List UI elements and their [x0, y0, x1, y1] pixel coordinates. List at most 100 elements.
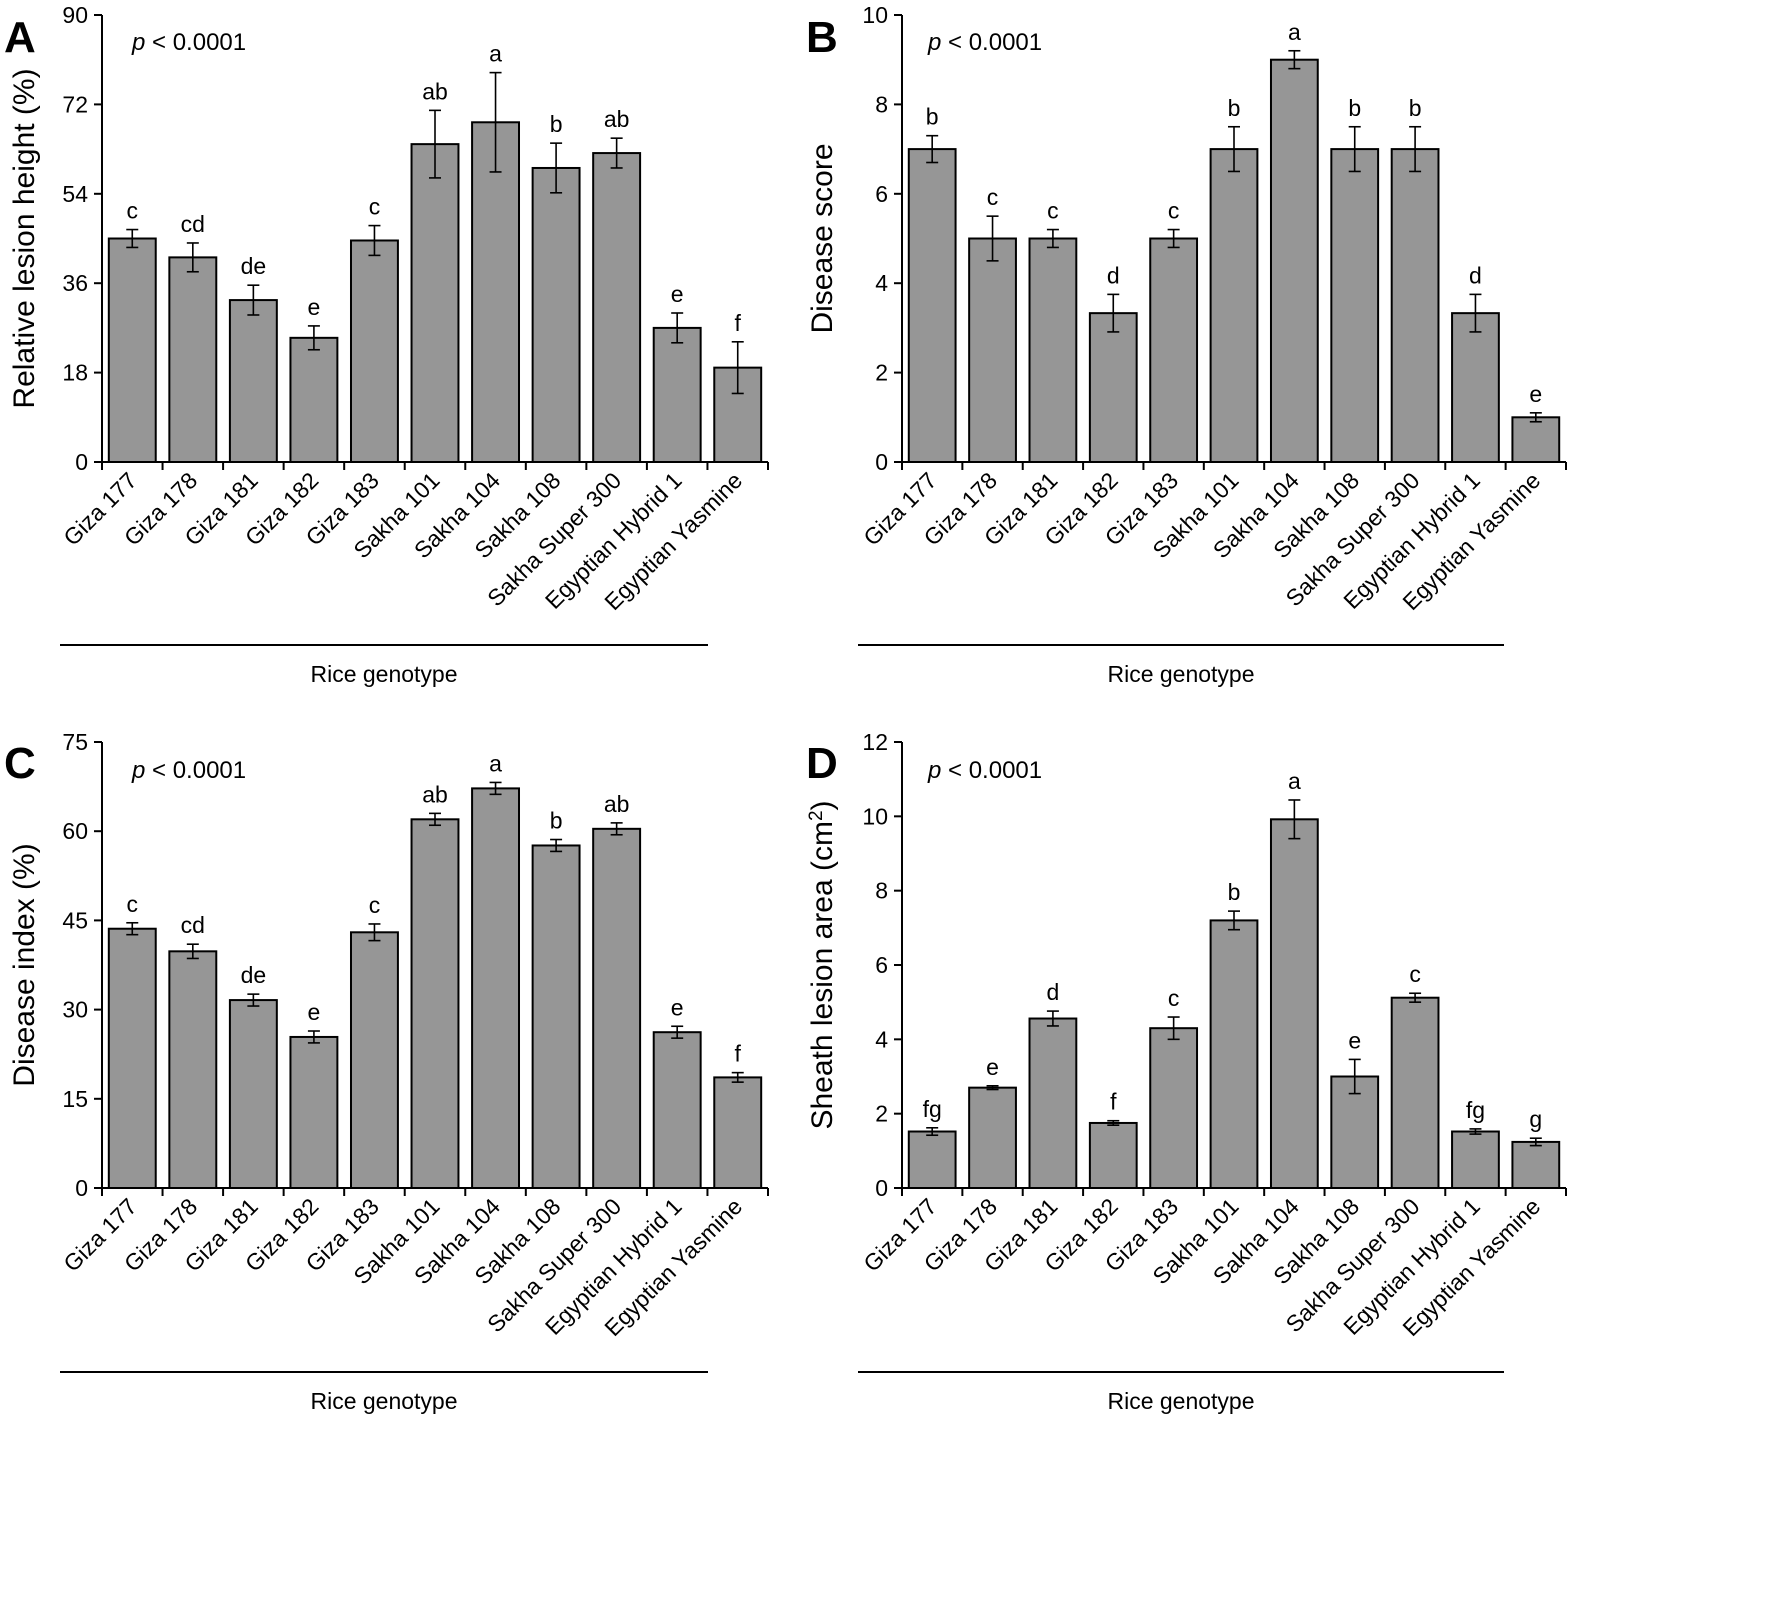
bar: [1511, 1140, 1561, 1189]
bar: [1088, 312, 1138, 463]
y-tick-label: 4: [875, 270, 888, 296]
bar: [652, 326, 702, 463]
y-tick-label: 2: [875, 360, 888, 386]
bar: [968, 237, 1017, 463]
y-tick-label: 0: [75, 449, 88, 475]
bar: [968, 1086, 1017, 1190]
bar: [471, 121, 521, 463]
y-tick-label: 8: [875, 878, 888, 904]
bar: [1330, 148, 1380, 463]
bar: [228, 299, 278, 463]
significance-letter: c: [1168, 985, 1180, 1011]
y-tick-label: 75: [62, 729, 88, 755]
bar: [168, 256, 218, 463]
bar: [1451, 1130, 1500, 1190]
y-tick-label: 0: [875, 1175, 888, 1201]
y-tick-label: 90: [62, 2, 88, 28]
bar: [228, 999, 278, 1189]
significance-letter: fg: [1466, 1097, 1485, 1123]
significance-letter: e: [986, 1054, 999, 1080]
significance-letter: c: [987, 184, 999, 210]
significance-letter: a: [1288, 768, 1301, 794]
significance-letter: c: [1047, 198, 1059, 224]
significance-letter: d: [1107, 262, 1120, 288]
y-tick-label: 4: [875, 1026, 888, 1052]
x-axis-title: Rice genotype: [1107, 661, 1254, 687]
bar: [168, 950, 218, 1190]
significance-letter: f: [1110, 1089, 1117, 1115]
bar: [1511, 416, 1561, 463]
y-tick-label: 2: [875, 1101, 888, 1127]
y-tick-label: 10: [862, 803, 888, 829]
significance-letter: b: [1228, 95, 1241, 121]
p-value: p < 0.0001: [927, 29, 1042, 56]
significance-letter: b: [926, 104, 939, 130]
y-tick-label: 10: [862, 2, 888, 28]
y-tick-label: 30: [62, 997, 88, 1023]
bar: [652, 1031, 702, 1190]
p-value: p < 0.0001: [131, 29, 246, 56]
bar: [1149, 237, 1199, 463]
significance-letter: ab: [604, 791, 630, 817]
y-tick-label: 45: [62, 907, 88, 933]
y-tick-label: 0: [875, 449, 888, 475]
bar: [107, 927, 157, 1189]
y-axis-title: Disease score: [806, 143, 839, 333]
significance-letter: b: [1409, 95, 1422, 121]
panel-letter: A: [4, 13, 36, 62]
y-tick-label: 15: [62, 1086, 88, 1112]
significance-letter: ab: [422, 781, 448, 807]
y-axis-title: Relative lesion height (%): [8, 68, 41, 408]
bar: [410, 818, 460, 1189]
significance-letter: f: [735, 310, 742, 336]
bar: [410, 143, 460, 463]
significance-letter: e: [671, 994, 684, 1020]
bar: [349, 239, 399, 463]
bar: [1269, 58, 1319, 463]
bar: [1390, 148, 1440, 463]
significance-letter: a: [1288, 19, 1301, 45]
significance-letter: c: [127, 891, 139, 917]
bar: [1088, 1121, 1138, 1190]
bar: [349, 931, 399, 1189]
x-axis-title: Rice genotype: [310, 661, 457, 687]
y-tick-label: 72: [62, 91, 88, 117]
significance-letter: c: [127, 198, 139, 224]
significance-letter: a: [489, 41, 502, 67]
bar: [531, 166, 581, 463]
significance-letter: fg: [923, 1096, 942, 1122]
significance-letter: c: [369, 892, 381, 918]
significance-letter: b: [1348, 95, 1361, 121]
bar: [592, 827, 642, 1190]
significance-letter: e: [671, 281, 684, 307]
significance-letter: e: [308, 294, 321, 320]
y-tick-label: 18: [62, 360, 88, 386]
significance-letter: c: [369, 194, 381, 220]
significance-letter: f: [735, 1041, 742, 1067]
bar: [1149, 1027, 1199, 1190]
y-tick-label: 36: [62, 270, 88, 296]
significance-letter: d: [1047, 979, 1060, 1005]
significance-letter: b: [550, 808, 563, 834]
significance-letter: g: [1529, 1106, 1542, 1132]
significance-letter: ab: [422, 78, 448, 104]
bar: [1028, 237, 1078, 463]
significance-letter: b: [1228, 879, 1241, 905]
y-tick-label: 6: [875, 181, 888, 207]
panel-letter: B: [806, 13, 838, 62]
significance-letter: e: [1348, 1027, 1361, 1053]
significance-letter: c: [1168, 198, 1180, 224]
panel-letter: D: [806, 739, 838, 788]
significance-letter: de: [241, 962, 267, 988]
bar: [592, 152, 642, 463]
significance-letter: cd: [181, 912, 205, 938]
y-axis-title: Disease index (%): [8, 843, 41, 1086]
bar: [1269, 818, 1319, 1189]
bar: [1390, 996, 1440, 1189]
bar: [713, 1076, 763, 1189]
significance-letter: d: [1469, 262, 1482, 288]
x-axis-title: Rice genotype: [310, 1388, 457, 1414]
